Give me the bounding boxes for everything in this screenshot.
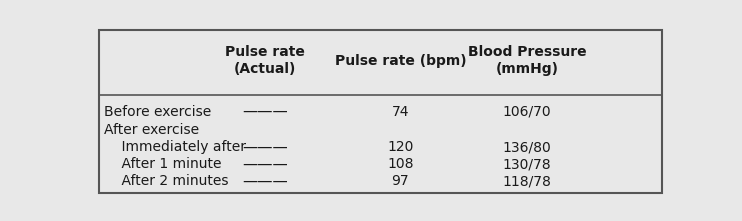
Text: 120: 120 <box>387 140 413 154</box>
Text: 106/70: 106/70 <box>502 105 551 119</box>
Text: 74: 74 <box>392 105 409 119</box>
Text: ———: ——— <box>243 157 288 172</box>
Text: Blood Pressure
(mmHg): Blood Pressure (mmHg) <box>467 46 586 76</box>
Text: Pulse rate (bpm): Pulse rate (bpm) <box>335 53 466 68</box>
Text: 108: 108 <box>387 157 413 171</box>
Text: After exercise: After exercise <box>104 123 200 137</box>
Text: After 1 minute: After 1 minute <box>104 157 222 171</box>
Text: ———: ——— <box>243 104 288 119</box>
Text: After 2 minutes: After 2 minutes <box>104 174 229 188</box>
Text: 97: 97 <box>392 174 410 188</box>
Text: 130/78: 130/78 <box>502 157 551 171</box>
Text: ———: ——— <box>243 140 288 155</box>
Text: 118/78: 118/78 <box>502 174 551 188</box>
Text: 136/80: 136/80 <box>502 140 551 154</box>
FancyBboxPatch shape <box>99 30 662 193</box>
Text: Before exercise: Before exercise <box>104 105 211 119</box>
Text: Pulse rate
(Actual): Pulse rate (Actual) <box>226 46 305 76</box>
Text: Immediately after: Immediately after <box>104 140 246 154</box>
Text: ———: ——— <box>243 174 288 189</box>
